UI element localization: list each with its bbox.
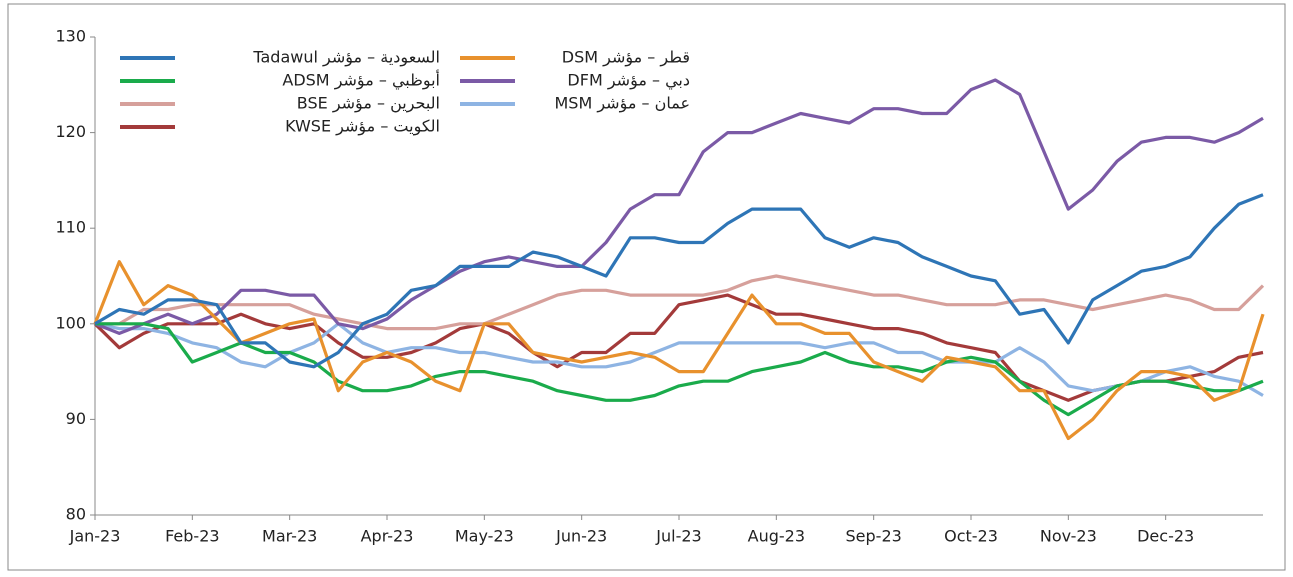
series-line (93, 260, 1265, 441)
chart-frame (7, 3, 1286, 571)
y-tick-label: 90 (66, 409, 86, 428)
y-tick-label: 80 (66, 505, 86, 524)
x-tick-label: Aug-23 (748, 527, 805, 546)
x-tick-label: Jan-23 (69, 527, 121, 546)
legend-label: دبي – مؤشر DFM (567, 71, 690, 91)
legend-label: قطر – مؤشر DSM (562, 48, 690, 68)
series-line (94, 78, 1264, 335)
y-tick-label: 110 (55, 218, 86, 237)
x-tick-label: Sep-23 (846, 527, 902, 546)
legend-label: أبوظبي – مؤشر ADSM (282, 70, 440, 91)
series-line (93, 293, 1264, 402)
legend-label: الكويت – مؤشر KWSE (285, 117, 440, 137)
series-line (95, 322, 1264, 417)
x-tick-label: Jul-23 (655, 527, 701, 546)
x-tick-label: Jun-23 (555, 527, 607, 546)
series-line (94, 193, 1264, 369)
x-tick-label: Nov-23 (1040, 527, 1097, 546)
x-tick-label: Oct-23 (944, 527, 998, 546)
x-tick-label: May-23 (455, 527, 514, 546)
y-tick-label: 120 (55, 122, 86, 141)
x-tick-label: Dec-23 (1137, 527, 1194, 546)
y-tick-label: 130 (55, 27, 86, 46)
x-tick-label: Feb-23 (165, 527, 219, 546)
y-tick-label: 100 (55, 313, 86, 332)
x-tick-label: Apr-23 (361, 527, 414, 546)
series-line (95, 274, 1265, 331)
legend-label: البحرين – مؤشر BSE (297, 94, 440, 114)
legend-label: السعودية – مؤشر Tadawul (252, 48, 440, 68)
legend-label: عمان – مؤشر MSM (554, 94, 690, 114)
x-tick-label: Mar-23 (262, 527, 317, 546)
